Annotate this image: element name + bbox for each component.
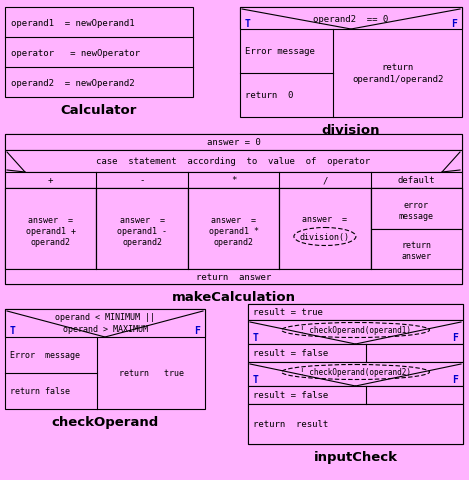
Text: return  0: return 0 — [245, 91, 294, 100]
Text: answer: answer — [401, 252, 431, 261]
Text: operand < MINIMUM ||: operand < MINIMUM || — [55, 313, 155, 322]
Text: F: F — [452, 374, 458, 384]
Bar — [188, 189, 279, 269]
Text: operand2  == 0: operand2 == 0 — [313, 14, 389, 24]
Bar — [240, 8, 462, 118]
Text: answer  =: answer = — [303, 215, 348, 224]
Text: return false: return false — [10, 387, 70, 396]
Text: T: T — [253, 332, 259, 342]
Text: result = false: result = false — [253, 391, 328, 400]
Text: default: default — [398, 176, 435, 185]
Text: makeCalculation: makeCalculation — [172, 291, 295, 304]
Text: T: T — [10, 325, 16, 336]
Bar — [248, 304, 463, 444]
Text: return: return — [401, 241, 431, 250]
Text: answer  =: answer = — [28, 216, 73, 225]
Text: operand2  = newOperand2: operand2 = newOperand2 — [11, 78, 135, 87]
Text: return: return — [381, 62, 414, 72]
Text: F: F — [452, 332, 458, 342]
Bar — [97, 189, 188, 269]
Text: result = true: result = true — [253, 308, 323, 317]
Text: operand1/operand2: operand1/operand2 — [352, 75, 443, 84]
Text: Calculator: Calculator — [61, 104, 137, 117]
Bar — [371, 189, 462, 229]
Text: operand > MAXIMUM: operand > MAXIMUM — [62, 325, 147, 334]
Bar — [371, 189, 462, 269]
Bar — [240, 8, 462, 30]
Text: operand2: operand2 — [213, 238, 254, 247]
Text: ! checkOperand(operand2): ! checkOperand(operand2) — [300, 368, 411, 377]
Text: division(): division() — [300, 232, 350, 241]
Bar — [248, 404, 463, 444]
Text: operator   = newOperator: operator = newOperator — [11, 48, 140, 58]
Text: F: F — [451, 19, 457, 29]
Text: operand1  = newOperand1: operand1 = newOperand1 — [11, 18, 135, 27]
Text: inputCheck: inputCheck — [313, 451, 398, 464]
Bar — [279, 189, 371, 269]
Bar — [5, 151, 462, 173]
Text: operand1 *: operand1 * — [209, 227, 258, 236]
Text: F: F — [194, 325, 200, 336]
Text: return  result: return result — [253, 420, 328, 429]
Text: operand2: operand2 — [30, 238, 71, 247]
Text: answer = 0: answer = 0 — [207, 138, 260, 147]
Text: operand1 -: operand1 - — [117, 227, 167, 236]
Text: answer  =: answer = — [211, 216, 256, 225]
Bar — [5, 309, 205, 337]
Text: Error message: Error message — [245, 48, 315, 56]
Bar — [5, 135, 462, 285]
Text: division: division — [322, 124, 380, 137]
Bar — [248, 304, 463, 320]
Bar — [5, 189, 462, 269]
Bar — [5, 8, 193, 98]
Text: case  statement  according  to  value  of  operator: case statement according to value of ope… — [97, 157, 371, 166]
Text: operand2: operand2 — [122, 238, 162, 247]
Text: message: message — [399, 211, 434, 220]
Text: answer  =: answer = — [120, 216, 165, 225]
Text: return  answer: return answer — [196, 273, 271, 281]
Bar — [248, 344, 463, 362]
Bar — [5, 173, 462, 189]
Text: result = false: result = false — [253, 349, 328, 358]
Bar — [5, 135, 462, 151]
Bar — [371, 229, 462, 269]
Text: return   true: return true — [119, 369, 183, 378]
Bar — [248, 386, 463, 404]
Text: /: / — [322, 176, 327, 185]
Text: T: T — [245, 19, 251, 29]
Text: checkOperand: checkOperand — [52, 416, 159, 429]
Text: error: error — [404, 200, 429, 209]
Text: +: + — [48, 176, 53, 185]
Bar — [5, 269, 462, 285]
Text: *: * — [231, 176, 236, 185]
Bar — [5, 309, 205, 409]
Text: Error  message: Error message — [10, 351, 80, 360]
Text: operand1 +: operand1 + — [26, 227, 76, 236]
Text: -: - — [139, 176, 145, 185]
Bar — [248, 320, 463, 344]
Text: ! checkOperand(operand1): ! checkOperand(operand1) — [300, 326, 411, 335]
Text: T: T — [253, 374, 259, 384]
Bar — [5, 189, 97, 269]
Bar — [248, 362, 463, 386]
